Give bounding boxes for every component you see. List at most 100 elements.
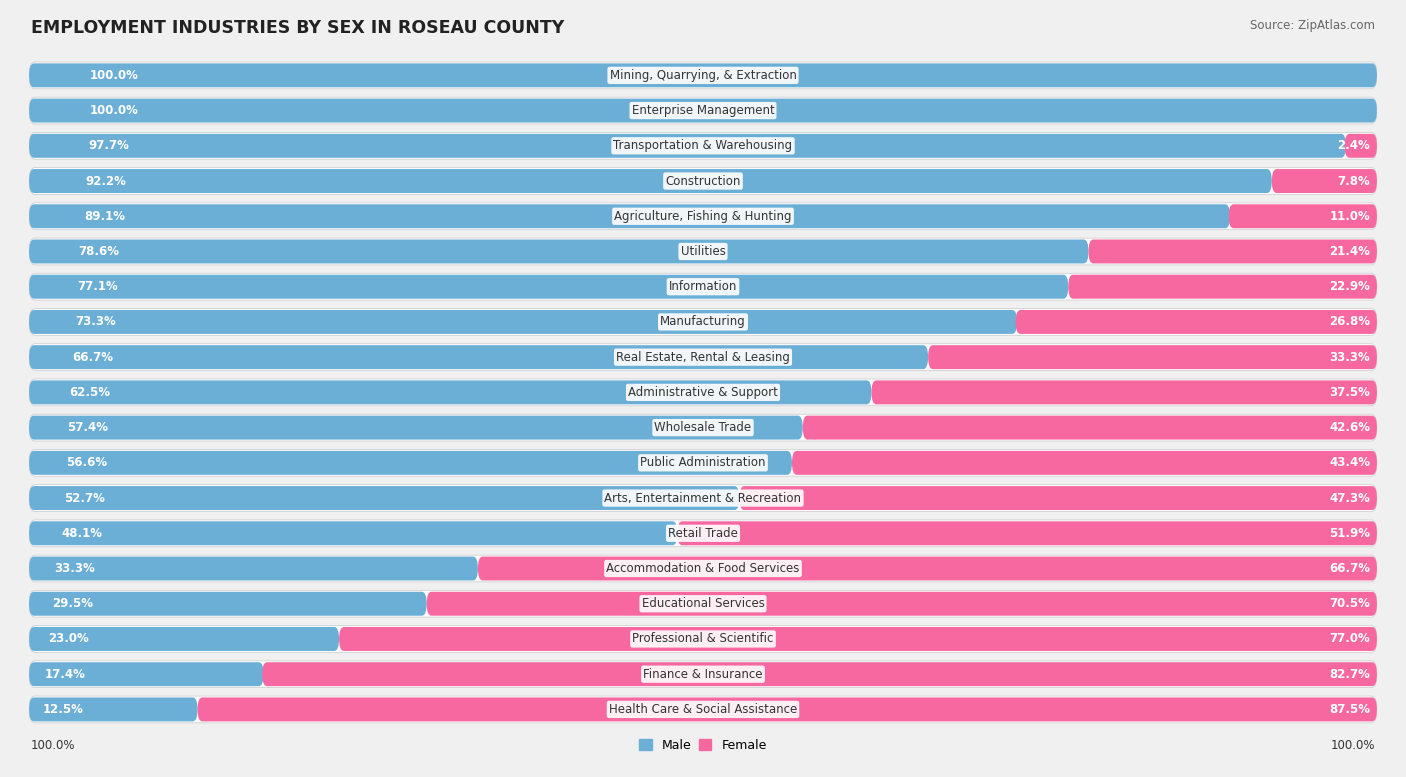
- Text: 89.1%: 89.1%: [84, 210, 125, 223]
- Text: 48.1%: 48.1%: [62, 527, 103, 540]
- FancyBboxPatch shape: [792, 451, 1376, 475]
- FancyBboxPatch shape: [30, 132, 1376, 159]
- FancyBboxPatch shape: [1229, 204, 1376, 228]
- FancyBboxPatch shape: [30, 64, 1376, 87]
- Text: 100.0%: 100.0%: [90, 69, 139, 82]
- Text: 17.4%: 17.4%: [45, 667, 86, 681]
- Text: 33.3%: 33.3%: [53, 562, 94, 575]
- Text: 77.0%: 77.0%: [1330, 632, 1371, 646]
- FancyBboxPatch shape: [1088, 239, 1376, 263]
- FancyBboxPatch shape: [30, 308, 1376, 336]
- Text: 7.8%: 7.8%: [1337, 175, 1371, 187]
- Text: 100.0%: 100.0%: [1330, 739, 1375, 752]
- Text: 22.9%: 22.9%: [1329, 280, 1371, 293]
- FancyBboxPatch shape: [30, 99, 1376, 123]
- FancyBboxPatch shape: [30, 660, 1376, 688]
- Text: Enterprise Management: Enterprise Management: [631, 104, 775, 117]
- Text: 2.4%: 2.4%: [1337, 139, 1371, 152]
- FancyBboxPatch shape: [30, 134, 1346, 158]
- FancyBboxPatch shape: [30, 381, 872, 404]
- FancyBboxPatch shape: [30, 449, 1376, 476]
- FancyBboxPatch shape: [1272, 169, 1376, 193]
- FancyBboxPatch shape: [30, 310, 1017, 334]
- Text: Information: Information: [669, 280, 737, 293]
- FancyBboxPatch shape: [339, 627, 1376, 651]
- Text: 43.4%: 43.4%: [1329, 456, 1371, 469]
- Text: Manufacturing: Manufacturing: [661, 315, 745, 329]
- Text: 66.7%: 66.7%: [1329, 562, 1371, 575]
- FancyBboxPatch shape: [30, 698, 198, 721]
- Text: Source: ZipAtlas.com: Source: ZipAtlas.com: [1250, 19, 1375, 33]
- Text: 92.2%: 92.2%: [86, 175, 127, 187]
- FancyBboxPatch shape: [30, 343, 1376, 371]
- Text: EMPLOYMENT INDUSTRIES BY SEX IN ROSEAU COUNTY: EMPLOYMENT INDUSTRIES BY SEX IN ROSEAU C…: [31, 19, 564, 37]
- Text: 37.5%: 37.5%: [1329, 386, 1371, 399]
- Text: 97.7%: 97.7%: [89, 139, 129, 152]
- FancyBboxPatch shape: [30, 486, 740, 510]
- FancyBboxPatch shape: [740, 486, 1376, 510]
- FancyBboxPatch shape: [678, 521, 1376, 545]
- Text: 12.5%: 12.5%: [42, 703, 83, 716]
- Text: Professional & Scientific: Professional & Scientific: [633, 632, 773, 646]
- Text: 47.3%: 47.3%: [1329, 492, 1371, 504]
- FancyBboxPatch shape: [30, 555, 1376, 582]
- FancyBboxPatch shape: [872, 381, 1376, 404]
- FancyBboxPatch shape: [30, 591, 1376, 617]
- Text: Public Administration: Public Administration: [640, 456, 766, 469]
- FancyBboxPatch shape: [30, 345, 928, 369]
- Text: 29.5%: 29.5%: [52, 598, 93, 610]
- Text: 42.6%: 42.6%: [1329, 421, 1371, 434]
- Text: Agriculture, Fishing & Hunting: Agriculture, Fishing & Hunting: [614, 210, 792, 223]
- Text: 87.5%: 87.5%: [1329, 703, 1371, 716]
- Text: 62.5%: 62.5%: [69, 386, 111, 399]
- FancyBboxPatch shape: [30, 414, 1376, 441]
- Text: Construction: Construction: [665, 175, 741, 187]
- FancyBboxPatch shape: [30, 62, 1376, 89]
- Text: Administrative & Support: Administrative & Support: [628, 386, 778, 399]
- Text: 26.8%: 26.8%: [1329, 315, 1371, 329]
- Text: 11.0%: 11.0%: [1330, 210, 1371, 223]
- Text: 56.6%: 56.6%: [66, 456, 107, 469]
- Text: Finance & Insurance: Finance & Insurance: [644, 667, 762, 681]
- Text: 77.1%: 77.1%: [77, 280, 118, 293]
- Text: 52.7%: 52.7%: [65, 492, 105, 504]
- Text: Educational Services: Educational Services: [641, 598, 765, 610]
- FancyBboxPatch shape: [30, 696, 1376, 723]
- Text: Retail Trade: Retail Trade: [668, 527, 738, 540]
- FancyBboxPatch shape: [30, 521, 678, 545]
- Text: Health Care & Social Assistance: Health Care & Social Assistance: [609, 703, 797, 716]
- Text: Real Estate, Rental & Leasing: Real Estate, Rental & Leasing: [616, 350, 790, 364]
- FancyBboxPatch shape: [30, 238, 1376, 265]
- FancyBboxPatch shape: [30, 592, 426, 615]
- FancyBboxPatch shape: [30, 451, 792, 475]
- Text: Wholesale Trade: Wholesale Trade: [654, 421, 752, 434]
- Text: 66.7%: 66.7%: [72, 350, 112, 364]
- FancyBboxPatch shape: [30, 520, 1376, 547]
- FancyBboxPatch shape: [198, 698, 1376, 721]
- FancyBboxPatch shape: [30, 379, 1376, 406]
- Text: Mining, Quarrying, & Extraction: Mining, Quarrying, & Extraction: [610, 69, 796, 82]
- FancyBboxPatch shape: [928, 345, 1376, 369]
- Text: Utilities: Utilities: [681, 245, 725, 258]
- Text: 73.3%: 73.3%: [76, 315, 117, 329]
- FancyBboxPatch shape: [30, 203, 1376, 230]
- FancyBboxPatch shape: [1069, 275, 1376, 298]
- Text: 82.7%: 82.7%: [1329, 667, 1371, 681]
- FancyBboxPatch shape: [30, 169, 1272, 193]
- Text: Accommodation & Food Services: Accommodation & Food Services: [606, 562, 800, 575]
- Text: 100.0%: 100.0%: [31, 739, 76, 752]
- Text: 33.3%: 33.3%: [1330, 350, 1371, 364]
- FancyBboxPatch shape: [30, 275, 1069, 298]
- FancyBboxPatch shape: [30, 556, 478, 580]
- FancyBboxPatch shape: [30, 97, 1376, 124]
- FancyBboxPatch shape: [30, 662, 263, 686]
- FancyBboxPatch shape: [30, 168, 1376, 194]
- Text: 57.4%: 57.4%: [66, 421, 108, 434]
- FancyBboxPatch shape: [30, 625, 1376, 653]
- Text: 23.0%: 23.0%: [48, 632, 89, 646]
- FancyBboxPatch shape: [263, 662, 1376, 686]
- Legend: Male, Female: Male, Female: [634, 733, 772, 757]
- FancyBboxPatch shape: [478, 556, 1376, 580]
- Text: 100.0%: 100.0%: [90, 104, 139, 117]
- FancyBboxPatch shape: [30, 239, 1088, 263]
